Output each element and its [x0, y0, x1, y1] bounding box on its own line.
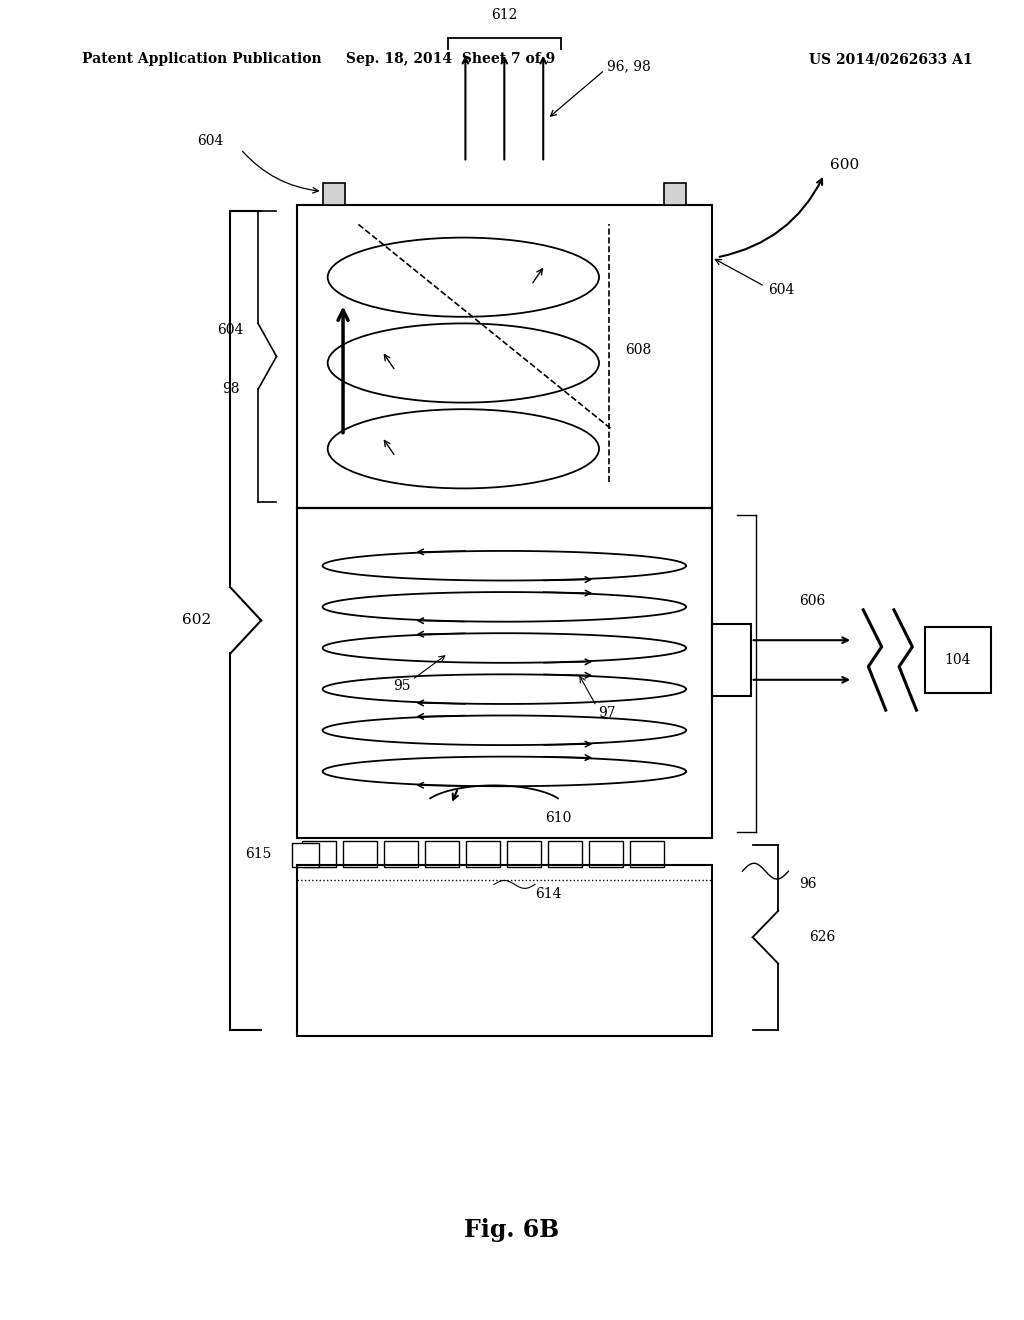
- Polygon shape: [292, 843, 319, 867]
- Text: 610: 610: [545, 812, 571, 825]
- Polygon shape: [507, 841, 541, 867]
- Text: 614: 614: [535, 887, 561, 900]
- Polygon shape: [384, 841, 418, 867]
- Text: 98: 98: [221, 383, 240, 396]
- Text: 95: 95: [393, 680, 411, 693]
- Text: Fig. 6B: Fig. 6B: [465, 1218, 559, 1242]
- Text: 626: 626: [809, 931, 836, 944]
- Polygon shape: [589, 841, 623, 867]
- Text: 96, 98: 96, 98: [606, 59, 650, 73]
- Text: 600: 600: [830, 158, 859, 172]
- Polygon shape: [630, 841, 664, 867]
- Polygon shape: [343, 841, 377, 867]
- Text: 97: 97: [598, 706, 615, 719]
- Polygon shape: [548, 841, 582, 867]
- Polygon shape: [712, 624, 751, 697]
- Text: 604: 604: [768, 284, 795, 297]
- Text: 608: 608: [625, 343, 651, 356]
- Polygon shape: [425, 841, 459, 867]
- Text: 612: 612: [492, 8, 517, 22]
- Text: 96: 96: [799, 878, 816, 891]
- Text: 602: 602: [182, 614, 211, 627]
- Text: 604: 604: [217, 323, 244, 337]
- Bar: [323, 183, 345, 205]
- Text: 606: 606: [799, 594, 825, 607]
- Text: 604: 604: [197, 135, 223, 148]
- Text: Sep. 18, 2014  Sheet 7 of 9: Sep. 18, 2014 Sheet 7 of 9: [346, 53, 555, 66]
- Text: Patent Application Publication: Patent Application Publication: [82, 53, 322, 66]
- Bar: [664, 183, 686, 205]
- Text: US 2014/0262633 A1: US 2014/0262633 A1: [809, 53, 973, 66]
- Text: 104: 104: [945, 653, 971, 667]
- Text: 615: 615: [245, 847, 271, 861]
- Polygon shape: [302, 841, 336, 867]
- Polygon shape: [466, 841, 500, 867]
